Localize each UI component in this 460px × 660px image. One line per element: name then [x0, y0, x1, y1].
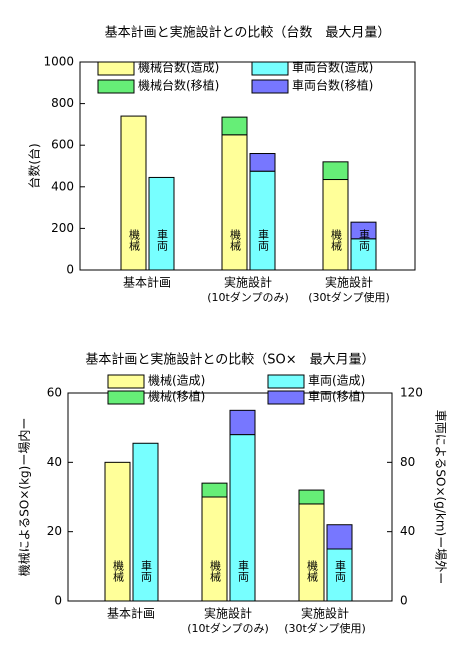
- y-tick-label: 0: [66, 263, 74, 277]
- bar: [322, 161, 349, 181]
- y-tick-label: 600: [51, 138, 74, 152]
- y-tick-label: 200: [51, 221, 74, 235]
- plot-frame: [79, 61, 416, 271]
- bar: [249, 170, 276, 271]
- y-tick-label: 800: [51, 96, 74, 110]
- x-tick-label: 基本計画: [107, 606, 155, 621]
- bar: [326, 524, 353, 550]
- y-tick-label: 20: [47, 524, 62, 538]
- y-axis-label: 台数(台): [27, 143, 42, 188]
- x-tick-label: 実施設計: [204, 606, 252, 621]
- bar: [201, 496, 228, 602]
- bar-label: 車両: [334, 559, 347, 583]
- legend-label: 機械(造成): [148, 373, 205, 388]
- bar: [298, 503, 325, 602]
- legend-label: 機械台数(移植): [138, 78, 219, 93]
- chart-title: 基本計画と実施設計との比較（SO× 最大月量）: [85, 352, 374, 368]
- bar-label: 車両: [237, 559, 250, 583]
- bar: [326, 548, 353, 602]
- chart-title: 基本計画と実施設計との比較（台数 最大月量）: [105, 25, 391, 41]
- x-tick-label: 基本計画: [123, 275, 171, 290]
- x-tick-label: (30tダンプ使用): [284, 621, 366, 635]
- bar: [221, 116, 248, 136]
- legend-swatch: [251, 61, 289, 76]
- x-tick-label: (30tダンプ使用): [308, 290, 390, 304]
- bar: [148, 176, 175, 271]
- bar: [120, 115, 147, 271]
- y-tick-label: 60: [47, 386, 62, 400]
- bar: [229, 409, 256, 436]
- bar: [104, 461, 131, 602]
- x-tick-label: 実施設計: [301, 606, 349, 621]
- bar-label: 機械: [229, 228, 242, 252]
- bar-label: 車両: [140, 559, 153, 583]
- bar-label: 機械: [306, 559, 319, 583]
- x-tick-label: (10tダンプのみ): [207, 290, 289, 304]
- x-tick-label: 実施設計: [224, 275, 272, 290]
- y-axis-label: 機械によるSO×(kg)ー場内ー: [17, 418, 32, 577]
- bar: [201, 482, 228, 498]
- y-tick-label: 40: [47, 455, 62, 469]
- legend-swatch: [251, 79, 289, 94]
- bar: [229, 434, 256, 602]
- legend-swatch: [267, 374, 305, 389]
- bar: [132, 442, 159, 602]
- bar: [322, 179, 349, 271]
- y-tick-label: 0: [400, 594, 408, 608]
- legend-swatch: [97, 61, 135, 76]
- legend-label: 車両台数(造成): [292, 60, 373, 75]
- y2-axis-label: 車両によるSO×(g/km)ー場外ー: [434, 410, 448, 584]
- bar-label: 機械: [112, 559, 125, 583]
- y-tick-label: 120: [400, 386, 423, 400]
- bar-label: 車両: [257, 228, 270, 252]
- bar-label: 機械: [330, 228, 343, 252]
- bar: [249, 153, 276, 172]
- legend-swatch: [97, 79, 135, 94]
- y-tick-label: 0: [54, 594, 62, 608]
- bar-label: 車両: [358, 228, 371, 252]
- legend-label: 車両(造成): [308, 374, 365, 388]
- legend-label: 車両(移植): [308, 389, 365, 404]
- y-tick-label: 400: [51, 179, 74, 193]
- x-tick-label: 実施設計: [325, 275, 373, 290]
- bar: [221, 134, 248, 271]
- y-tick-label: 1000: [43, 55, 74, 69]
- legend-label: 車両台数(移植): [292, 78, 373, 93]
- legend-label: 機械台数(造成): [138, 60, 219, 75]
- y-tick-label: 80: [400, 455, 415, 469]
- bar: [350, 221, 377, 240]
- legend-label: 機械(移植): [148, 389, 205, 404]
- bar-label: 機械: [128, 228, 141, 252]
- bar: [298, 489, 325, 505]
- bar-label: 機械: [209, 559, 222, 583]
- legend-swatch: [107, 390, 145, 405]
- legend-swatch: [267, 390, 305, 405]
- legend-swatch: [107, 374, 145, 389]
- y-tick-label: 40: [400, 524, 415, 538]
- bar-label: 車両: [156, 228, 169, 252]
- x-tick-label: (10tダンプのみ): [187, 621, 269, 635]
- plot-frame: [67, 392, 393, 602]
